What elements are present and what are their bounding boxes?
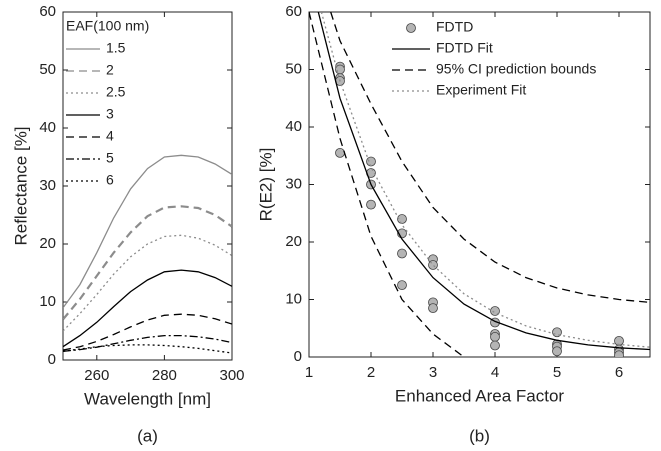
legend-label: FDTD — [436, 19, 473, 35]
x-tick-label: 3 — [429, 364, 437, 381]
y-axis-label: R(E2) [%] — [256, 148, 275, 222]
legend-label: 6 — [106, 172, 114, 188]
y-tick-label: 50 — [39, 61, 56, 78]
data-point — [428, 260, 438, 270]
plot-area — [309, 12, 650, 357]
legend-swatch — [406, 23, 416, 33]
x-tick-label: 2 — [367, 364, 375, 381]
line-series — [63, 334, 232, 352]
x-tick-label: 300 — [219, 367, 244, 384]
y-tick-label: 10 — [285, 290, 302, 307]
x-tick-label: 4 — [491, 364, 499, 381]
data-point — [397, 248, 407, 259]
panel: 260 280 300 0 10 20 30 40 50 60 Wavelength [nm] Ref… — [11, 3, 244, 446]
x-tick-label: 1 — [305, 364, 313, 381]
y-tick-label: 30 — [39, 177, 56, 194]
line-series — [63, 205, 232, 321]
x-axis-label: Enhanced Area Factor — [395, 386, 565, 405]
y-tick-label: 40 — [39, 119, 56, 136]
x-tick-label: 5 — [553, 364, 561, 381]
caption: (b) — [469, 426, 490, 445]
data-point — [335, 64, 345, 75]
y-tick-label: 40 — [285, 118, 302, 135]
data-point — [614, 350, 624, 357]
plot-frame — [62, 11, 233, 361]
data-point — [490, 340, 500, 351]
y-tick-label: 50 — [285, 60, 302, 77]
line-series — [309, 12, 465, 357]
y-tick-label: 20 — [285, 233, 302, 250]
x-axis-label: Wavelength [nm] — [84, 389, 211, 408]
x-tick-label: 280 — [152, 367, 177, 384]
y-tick-label: 10 — [39, 293, 56, 310]
line-series — [63, 234, 232, 332]
data-point — [552, 327, 562, 338]
x-tick-label: 260 — [84, 367, 109, 384]
legend-label: 1.5 — [106, 40, 126, 56]
data-point — [490, 331, 500, 342]
legend-label: 2 — [106, 62, 114, 78]
line-series — [63, 269, 232, 348]
legend-label: Experiment Fit — [436, 82, 526, 98]
data-point — [397, 214, 407, 224]
data-point — [428, 303, 438, 314]
line-series — [63, 344, 232, 354]
x-tick-label: 6 — [615, 364, 623, 381]
y-tick-label: 0 — [294, 348, 302, 365]
data-point — [366, 199, 376, 210]
data-point — [366, 156, 376, 167]
plot-area — [63, 154, 232, 354]
line-series — [330, 12, 650, 304]
y-tick-label: 0 — [48, 351, 56, 368]
line-series — [63, 154, 232, 309]
line-series — [317, 12, 650, 351]
legend-label: 95% CI prediction bounds — [436, 61, 596, 77]
legend-label: FDTD Fit — [436, 40, 493, 56]
y-tick-label: 30 — [285, 175, 302, 192]
line-series — [63, 313, 232, 351]
legend-label: 5 — [106, 150, 114, 166]
line-series — [320, 12, 650, 348]
y-axis-label: Reflectance [%] — [11, 126, 30, 245]
data-point — [397, 280, 407, 291]
legend-label: 2.5 — [106, 84, 126, 100]
data-point — [552, 346, 562, 357]
legend-title: EAF(100 nm) — [66, 18, 149, 34]
legend-label: 4 — [106, 128, 114, 144]
y-tick-label: 20 — [39, 235, 56, 252]
caption: (a) — [137, 426, 158, 445]
y-tick-label: 60 — [285, 3, 302, 20]
legend-label: 3 — [106, 106, 114, 122]
y-tick-label: 60 — [39, 3, 56, 20]
data-point — [335, 147, 345, 158]
